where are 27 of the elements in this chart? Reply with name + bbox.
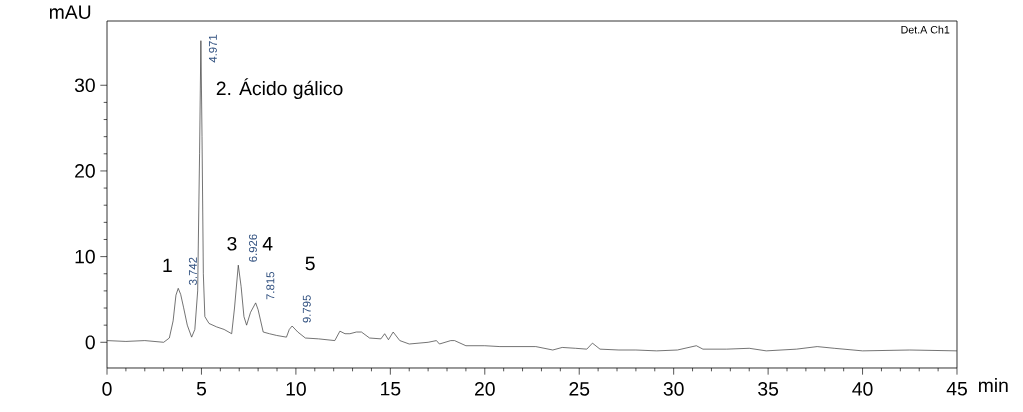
annotation: 1 — [163, 258, 172, 272]
annotation: 6.926 — [248, 234, 257, 262]
y-axis-title: mAU — [49, 5, 91, 19]
x-tick-label: 5 — [196, 382, 207, 396]
annotation: 5 — [305, 256, 315, 271]
annotation: 7.815 — [266, 272, 275, 300]
annotation: 4 — [262, 237, 273, 251]
y-tick-label: 20 — [75, 164, 95, 178]
x-axis-title: min — [978, 378, 1008, 393]
x-tick-label: 15 — [381, 382, 401, 396]
annotation: 3.742 — [188, 257, 197, 285]
x-tick-label: 25 — [569, 382, 590, 396]
x-tick-label: 20 — [475, 382, 495, 396]
annotation: 2. Ácido gálico — [216, 78, 343, 100]
y-tick-label: 0 — [85, 335, 95, 350]
x-tick-label: 30 — [663, 382, 684, 396]
annotation: 4.971 — [208, 34, 217, 63]
y-tick-label: 10 — [75, 249, 95, 264]
annotation: Det.A Ch1 — [901, 25, 950, 34]
annotation: 9.795 — [302, 295, 311, 323]
x-tick-label: 0 — [102, 382, 112, 396]
y-tick-label: 30 — [74, 78, 95, 93]
annotation: 3 — [227, 236, 237, 251]
x-tick-label: 35 — [758, 382, 779, 396]
x-tick-label: 45 — [946, 382, 967, 396]
x-tick-label: 10 — [286, 382, 306, 396]
x-tick-label: 40 — [852, 382, 873, 396]
